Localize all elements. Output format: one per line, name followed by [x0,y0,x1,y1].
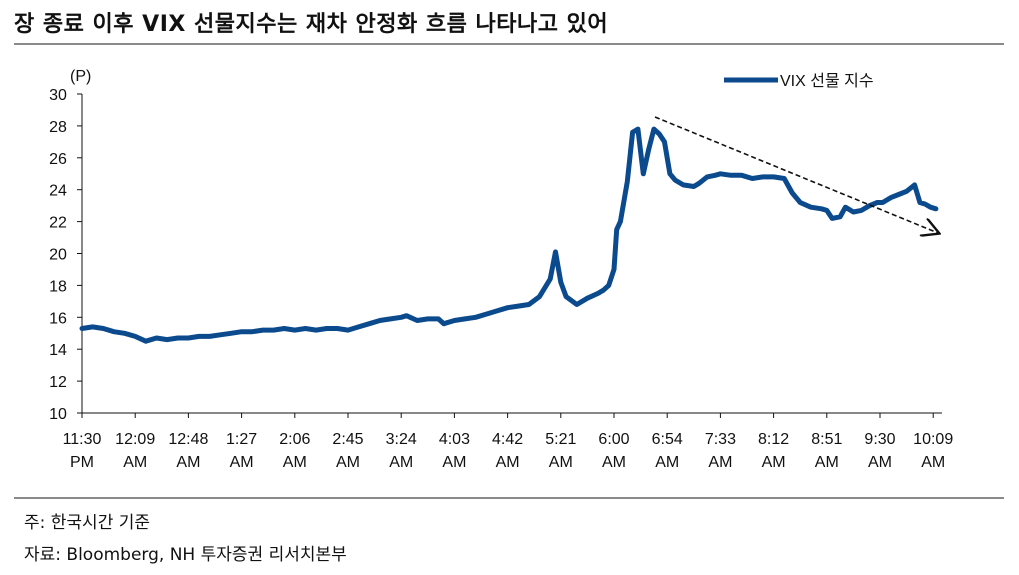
y-axis: 10 12 14 16 18 20 22 24 26 28 30 [49,87,83,423]
x-tick-label-period: AM [496,454,520,471]
x-tick-label-period: PM [70,454,94,471]
chart-title: 장 종료 이후 VIX 선물지수는 재차 안정화 흐름 나타나고 있어 [14,12,609,37]
line-chart: 10 12 14 16 18 20 22 24 26 28 30 11:30 PM 12:09 AM 12:… [49,68,953,471]
y-tick-label: 22 [49,215,67,232]
y-tick-label: 18 [49,278,67,295]
legend-label: VIX 선물 지수 [780,72,874,90]
x-tick-label-period: AM [283,454,307,471]
y-tick-label: 16 [49,310,67,327]
y-tick-label: 10 [49,406,67,423]
x-tick-label-period: AM [708,454,732,471]
x-tick-label-time: 6:54 [652,431,683,448]
x-tick-label-period: AM [762,454,786,471]
x-tick-label-time: 8:12 [758,431,789,448]
legend: VIX 선물 지수 [724,72,874,90]
x-tick-label-time: 11:30 [63,431,102,448]
x-tick-label-time: 5:21 [545,431,576,448]
x-tick-label-time: 12:48 [168,431,208,448]
y-tick-label: 20 [49,247,67,264]
x-tick-label-period: AM [921,454,945,471]
x-tick-label-period: AM [868,454,892,471]
x-tick-label-time: 1:27 [226,431,257,448]
x-tick-label-time: 10:09 [913,431,953,448]
x-tick-label-time: 12:09 [115,431,155,448]
bottom-divider [14,497,1004,499]
trend-arrow [654,116,938,233]
x-tick-label-period: AM [549,454,573,471]
x-tick-label-period: AM [336,454,360,471]
x-tick-label-period: AM [230,454,254,471]
x-tick-label-time: 9:30 [864,431,895,448]
y-tick-label: 26 [49,151,67,168]
y-tick-label: 14 [49,342,67,359]
timezone-note: 주: 한국시간 기준 [24,513,151,533]
x-tick-label-period: AM [655,454,679,471]
x-tick-label-time: 6:00 [598,431,629,448]
x-tick-label-time: 2:06 [279,431,310,448]
y-tick-label: 24 [49,183,67,200]
x-axis: 11:30 PM 12:09 AM 12:48 AM 1:27 AM 2:06 AM 2:45 AM 3… [63,412,953,471]
x-tick-label-period: AM [815,454,839,471]
vix-futures-series-line [79,126,939,344]
y-tick-label: 12 [49,374,67,391]
x-tick-label-time: 4:42 [492,431,523,448]
x-tick-label-time: 3:24 [386,431,417,448]
x-tick-label-time: 2:45 [332,431,363,448]
x-tick-label-period: AM [123,454,147,471]
x-tick-label-period: AM [602,454,626,471]
top-divider [14,43,1004,45]
x-tick-label-time: 4:03 [439,431,470,448]
x-tick-label-period: AM [176,454,200,471]
y-unit-label: (P) [70,68,91,85]
x-tick-label-period: AM [442,454,466,471]
source-note: 자료: Bloomberg, NH 투자증권 리서치본부 [24,545,347,565]
y-tick-label: 30 [49,87,67,104]
y-tick-label: 28 [49,119,67,136]
x-tick-label-time: 7:33 [705,431,736,448]
x-tick-label-time: 8:51 [811,431,842,448]
x-tick-label-period: AM [389,454,413,471]
